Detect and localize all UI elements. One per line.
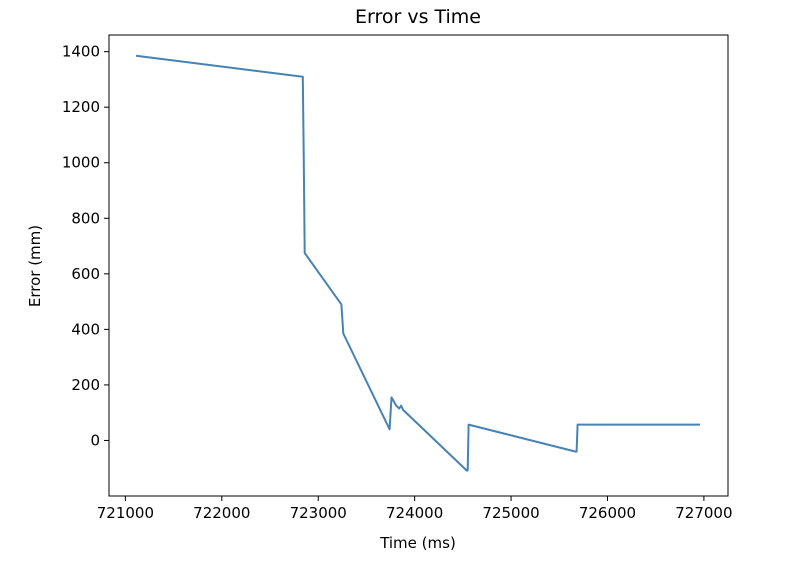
y-tick-label: 400 xyxy=(71,320,100,338)
x-tick-label: 723000 xyxy=(290,504,347,522)
y-tick-label: 800 xyxy=(71,209,100,227)
x-tick-label: 726000 xyxy=(579,504,636,522)
y-axis: 0 200 400 600 800 1000 1200 1400 xyxy=(62,43,109,449)
chart-title: Error vs Time xyxy=(355,6,481,28)
y-tick-label: 1200 xyxy=(62,98,100,116)
x-tick-label: 727000 xyxy=(675,504,732,522)
y-axis-label: Error (mm) xyxy=(26,225,44,307)
y-tick-label: 200 xyxy=(71,376,100,394)
y-tick-label: 0 xyxy=(90,431,100,449)
x-axis: 721000 722000 723000 724000 725000 726000 7270… xyxy=(97,496,733,522)
plot-frame xyxy=(108,34,729,497)
y-tick-label: 600 xyxy=(71,265,100,283)
y-tick-label: 1000 xyxy=(62,154,100,172)
x-axis-label: Time (ms) xyxy=(379,534,456,552)
series-line xyxy=(135,54,700,472)
x-tick-label: 724000 xyxy=(386,504,443,522)
x-tick-label: 721000 xyxy=(97,504,154,522)
x-tick-label: 725000 xyxy=(482,504,539,522)
x-tick-label: 722000 xyxy=(193,504,250,522)
y-tick-label: 1400 xyxy=(62,43,100,61)
plot-area xyxy=(135,54,700,472)
